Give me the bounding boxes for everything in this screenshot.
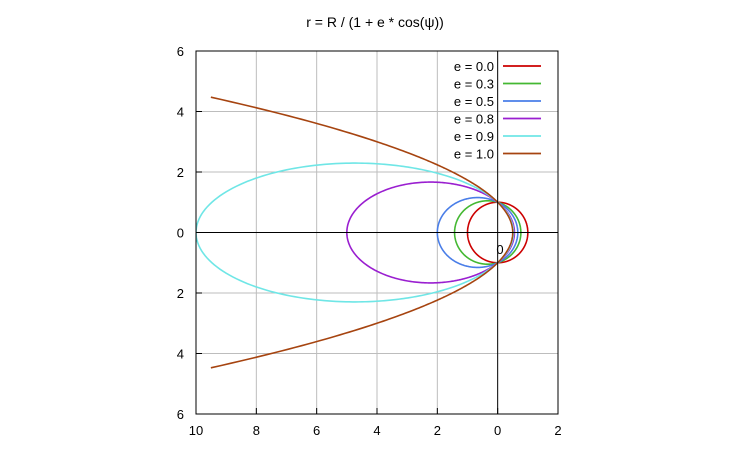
y-tick-label: 2 <box>177 165 184 180</box>
origin-label: 0 <box>496 242 503 257</box>
x-tick-label: 8 <box>253 423 260 438</box>
y-tick-label: 6 <box>177 44 184 59</box>
x-tick-label: 6 <box>313 423 320 438</box>
x-tick-label: 0 <box>494 423 501 438</box>
y-tick-label: 0 <box>177 226 184 241</box>
x-tick-label: 2 <box>434 423 441 438</box>
x-tick-label: 4 <box>373 423 380 438</box>
y-tick-label: 4 <box>177 347 184 362</box>
legend-label: e = 0.3 <box>454 77 494 92</box>
legend-label: e = 0.9 <box>454 129 494 144</box>
legend-label: e = 1.0 <box>454 147 494 162</box>
tick-labels: 10 8 6 4 2 0 2 6 4 2 0 2 4 6 <box>177 44 562 438</box>
y-tick-label: 6 <box>177 407 184 422</box>
legend-label: e = 0.8 <box>454 112 494 127</box>
y-tick-label: 4 <box>177 105 184 120</box>
plot-frame <box>195 50 559 415</box>
axes <box>195 50 559 415</box>
x-tick-label: 10 <box>189 423 203 438</box>
chart-title: r = R / (1 + e * cos(ψ)) <box>306 14 444 30</box>
legend: e = 0.0 e = 0.3 e = 0.5 e = 0.8 e = 0.9 e = 1… <box>454 59 541 162</box>
legend-label: e = 0.5 <box>454 94 494 109</box>
x-tick-label: 2 <box>554 423 561 438</box>
legend-label: e = 0.0 <box>454 59 494 74</box>
y-tick-label: 2 <box>177 286 184 301</box>
